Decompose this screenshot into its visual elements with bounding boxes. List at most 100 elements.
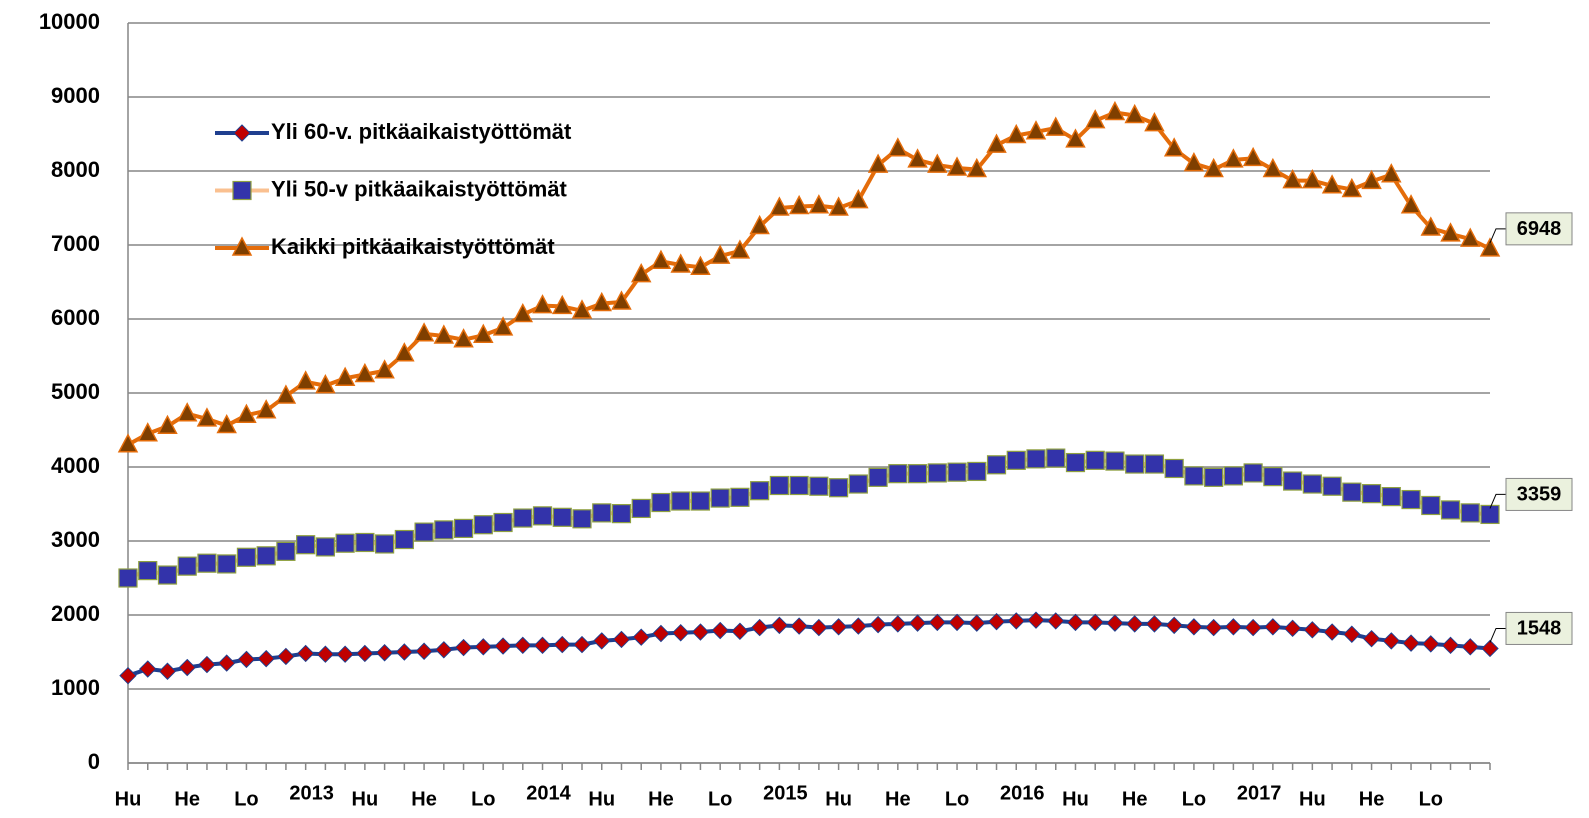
point [927, 463, 947, 483]
point [809, 476, 829, 496]
y-tick-label: 10000 [39, 9, 100, 34]
y-tick-label: 4000 [51, 453, 100, 478]
point [118, 568, 138, 588]
y-tick-label: 7000 [51, 231, 100, 256]
point [354, 362, 376, 383]
series-line [127, 618, 1491, 678]
point [1302, 169, 1323, 189]
point [1026, 449, 1046, 469]
point [275, 384, 297, 404]
point [731, 622, 749, 640]
legend-label: Kaikki pitkäaikaistyöttömät [271, 234, 555, 259]
point [197, 553, 217, 573]
x-tick-label: He [1359, 788, 1385, 810]
point [849, 617, 868, 635]
point [691, 623, 710, 641]
y-tick-label: 1000 [51, 675, 100, 700]
point [1421, 495, 1441, 516]
point [946, 156, 968, 176]
point [709, 244, 731, 264]
point [1006, 450, 1026, 470]
point [474, 638, 493, 656]
x-tick-label: Hu [352, 788, 379, 810]
value-label-box [1505, 477, 1573, 511]
point [1165, 616, 1183, 635]
x-tick-label: Lo [708, 788, 732, 810]
x-tick-label: Hu [825, 788, 852, 810]
point [277, 647, 295, 666]
point [395, 643, 414, 661]
series-line [127, 110, 1491, 447]
y-tick-label: 8000 [51, 157, 100, 182]
point [1282, 169, 1303, 189]
point [433, 324, 455, 344]
point [810, 618, 828, 637]
point [948, 613, 966, 632]
legend-label: Yli 60-v. pitkäaikaistyöttömät [271, 119, 572, 144]
point [1481, 639, 1499, 658]
point [1362, 629, 1381, 648]
point [157, 414, 178, 435]
point [966, 157, 988, 178]
point [1065, 452, 1086, 473]
point [255, 399, 277, 419]
point [552, 294, 573, 315]
point [1263, 467, 1283, 487]
x-tick-label: 2016 [1000, 782, 1045, 804]
point [1422, 635, 1440, 653]
point [1361, 484, 1382, 504]
point [198, 655, 216, 674]
point [237, 650, 256, 669]
point [473, 323, 494, 344]
point [1184, 466, 1204, 486]
point [178, 658, 196, 677]
point [1203, 157, 1224, 178]
point [296, 644, 315, 663]
point [1461, 638, 1479, 656]
point [1084, 109, 1106, 129]
point [769, 196, 790, 216]
point [453, 328, 474, 348]
point [889, 615, 907, 633]
point [1204, 467, 1224, 487]
point [710, 488, 730, 508]
point [888, 464, 908, 484]
point [1400, 194, 1422, 214]
value-label: 6948 [1517, 218, 1562, 240]
point [1243, 463, 1263, 483]
point [315, 373, 336, 394]
x-tick-label: He [885, 788, 911, 810]
point [1402, 634, 1420, 652]
point [729, 239, 751, 259]
point [887, 137, 909, 157]
point [1125, 454, 1145, 474]
leader-line [1489, 228, 1506, 244]
point [869, 615, 887, 634]
point [533, 636, 552, 655]
point [631, 498, 651, 519]
point [217, 554, 237, 574]
point [157, 565, 178, 585]
point [867, 153, 889, 173]
x-tick-label: 2017 [1237, 782, 1282, 804]
point [532, 506, 553, 526]
point [1144, 112, 1165, 132]
value-label: 1548 [1517, 618, 1562, 640]
point [1046, 448, 1066, 468]
x-tick-label: Lo [945, 788, 969, 810]
point [967, 461, 987, 482]
point [591, 291, 612, 312]
legend-marker [233, 124, 251, 142]
point [1302, 474, 1322, 494]
point [1460, 227, 1481, 247]
point [217, 654, 236, 672]
leader-line [1489, 493, 1506, 509]
point [947, 462, 967, 482]
point [1163, 137, 1185, 157]
legend-label: Yli 50-v pitkäaikaistyöttömät [271, 176, 568, 201]
point [750, 481, 770, 501]
point [256, 546, 276, 566]
point [592, 503, 612, 523]
point [413, 322, 435, 342]
